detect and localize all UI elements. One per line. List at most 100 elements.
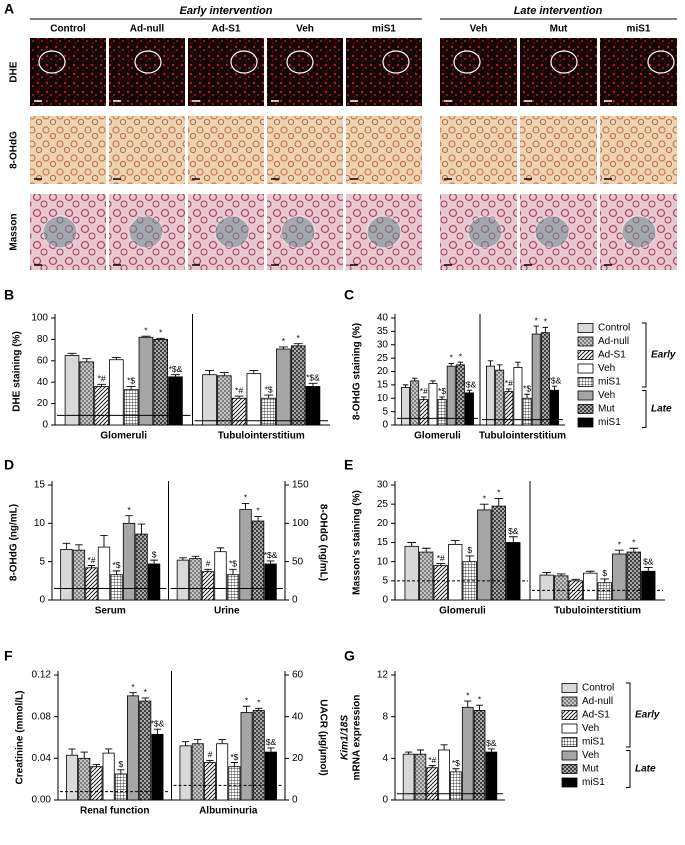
- significance-label: #: [208, 750, 213, 760]
- micrograph: [346, 116, 422, 184]
- legend-label: Veh: [598, 363, 615, 374]
- bar: [78, 757, 91, 801]
- significance-label: *: [535, 315, 539, 325]
- panel-label: B: [4, 287, 14, 303]
- error-bar: [249, 369, 259, 374]
- bar: [66, 754, 79, 801]
- bar: [264, 751, 277, 801]
- bar: [419, 399, 429, 426]
- y-tick-label: 4: [382, 753, 388, 764]
- significance-label: *$&: [306, 373, 320, 383]
- column-label: miS1: [372, 24, 396, 35]
- significance-label: *$&: [151, 718, 165, 728]
- error-bar: [181, 741, 190, 746]
- panel-label: C: [344, 287, 354, 303]
- error-bar: [191, 555, 200, 559]
- significance-label: *$: [230, 752, 238, 762]
- error-bar: [206, 759, 214, 763]
- error-bar: [416, 749, 424, 755]
- significance-label: *#: [420, 386, 428, 396]
- error-bar: [205, 369, 214, 375]
- glomerulus-outline: [286, 50, 314, 74]
- error-bar: [100, 535, 108, 548]
- bar: [151, 733, 164, 801]
- y-tick-label: 0.12: [32, 670, 52, 681]
- y2-tick-label: 0: [292, 595, 298, 606]
- y-tick-label: 15: [377, 537, 389, 548]
- significance-label: *: [131, 682, 135, 692]
- y2-tick-label: 100: [292, 518, 309, 529]
- glomerulus-outline: [453, 50, 481, 74]
- legend-swatch: [577, 323, 594, 333]
- error-bar: [476, 704, 484, 711]
- y2-tick-label: 20: [292, 753, 304, 764]
- legend-label: miS1: [598, 377, 621, 388]
- y-axis-label: Masson's staining (%): [352, 490, 363, 595]
- x-tick-label: Tubulointerstitium: [218, 431, 305, 442]
- bar: [641, 570, 656, 601]
- error-bar: [137, 523, 146, 535]
- bar: [252, 710, 265, 801]
- error-bar: [494, 497, 504, 507]
- y-tick-label: 25: [377, 499, 389, 510]
- bar: [583, 572, 598, 601]
- micrograph: [30, 38, 106, 106]
- error-bar: [466, 389, 473, 393]
- legend-swatch: [577, 350, 594, 360]
- error-bar: [430, 380, 436, 384]
- legend-group-label: Early: [651, 350, 676, 361]
- error-bar: [643, 566, 653, 572]
- bar: [486, 365, 495, 426]
- bar: [94, 386, 109, 426]
- x-tick-label: Albuminuria: [199, 806, 258, 817]
- bar: [404, 545, 419, 601]
- error-bar: [428, 765, 436, 768]
- bar: [276, 348, 291, 426]
- column-label: Veh: [470, 24, 488, 35]
- error-bar: [75, 544, 83, 551]
- error-bar: [104, 748, 113, 754]
- error-bar: [194, 739, 202, 744]
- y-tick-label: 40: [37, 377, 49, 388]
- bar: [554, 575, 569, 601]
- error-bar: [171, 374, 180, 377]
- error-bar: [153, 728, 162, 735]
- y2-axis-label: UACR (µg/µmol): [317, 699, 328, 776]
- significance-label: *: [144, 687, 148, 697]
- error-bar: [629, 547, 639, 553]
- error-bar: [450, 540, 460, 545]
- bar: [127, 695, 140, 801]
- bar: [64, 355, 80, 426]
- legend-swatch: [561, 710, 578, 720]
- row-label: 8-OHdG: [9, 131, 20, 169]
- glomerulus: [467, 215, 503, 249]
- micrograph: [440, 38, 517, 106]
- bar: [465, 392, 474, 426]
- glomerulus-outline: [230, 50, 258, 74]
- glomerulus-outline: [382, 50, 410, 74]
- significance-label: *: [618, 539, 622, 549]
- legend-bracket: [642, 322, 647, 388]
- bar: [179, 745, 192, 801]
- bar: [612, 553, 627, 601]
- y-tick-label: 12: [377, 670, 389, 681]
- legend-label: Ad-null: [582, 696, 613, 707]
- error-bar: [440, 744, 448, 750]
- significance-label: *#: [437, 553, 445, 563]
- panel-label: D: [4, 457, 14, 473]
- error-bar: [556, 573, 566, 576]
- significance-label: *$&: [264, 550, 278, 560]
- significance-label: *: [244, 493, 248, 503]
- error-bar: [508, 536, 518, 543]
- glomerulus: [128, 215, 164, 249]
- significance-label: *#: [428, 755, 436, 765]
- significance-label: *: [127, 505, 131, 515]
- bar: [450, 771, 462, 801]
- bar: [495, 369, 505, 426]
- bar: [202, 374, 217, 426]
- y-tick-label: 30: [377, 480, 389, 491]
- micrograph: [440, 116, 517, 184]
- legend-group-label: Early: [635, 710, 660, 721]
- error-bar: [542, 326, 549, 333]
- y-tick-label: 5: [39, 556, 45, 567]
